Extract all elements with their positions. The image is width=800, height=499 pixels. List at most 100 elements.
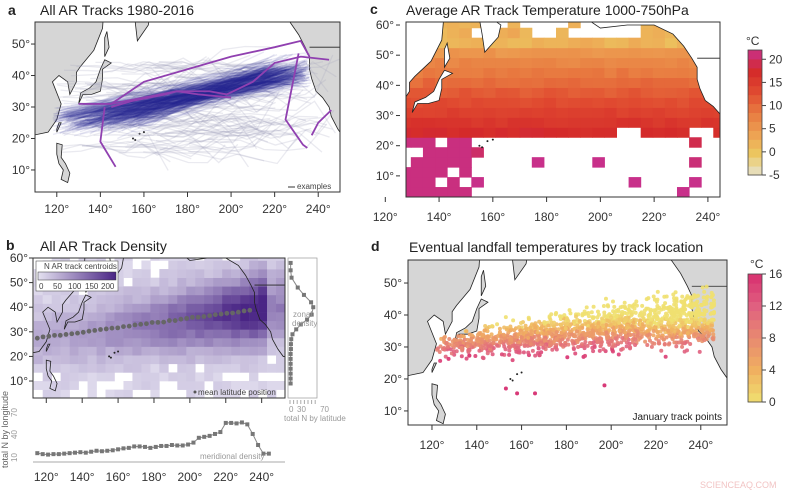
track-point	[533, 353, 538, 358]
faint-track	[164, 119, 278, 139]
track-point	[559, 330, 564, 335]
track-point	[587, 340, 592, 345]
temperature-cell	[592, 57, 605, 69]
density-cell	[87, 381, 97, 390]
faint-track	[95, 57, 206, 72]
faint-track	[225, 61, 337, 78]
track-point	[674, 344, 679, 349]
faint-track	[136, 84, 244, 104]
ar-track	[127, 82, 312, 130]
density-cell	[78, 258, 88, 261]
landmass-phil	[45, 359, 58, 392]
density-cell	[60, 312, 70, 322]
density-cell	[132, 303, 142, 313]
ar-track	[113, 72, 310, 117]
ar-track	[86, 64, 267, 118]
temperature-cell	[459, 117, 472, 128]
temperature-cell	[676, 87, 690, 98]
faint-track	[174, 68, 285, 90]
density-cell	[195, 320, 205, 330]
landmass-taiwan	[56, 122, 62, 133]
temperature-cell	[459, 57, 472, 69]
example-track	[284, 53, 308, 149]
ar-track	[79, 77, 309, 126]
ar-track	[89, 73, 268, 135]
faint-track	[84, 79, 195, 95]
ar-track	[117, 73, 269, 126]
temperature-cell	[640, 47, 654, 59]
density-cell	[231, 269, 241, 278]
ar-track	[79, 54, 293, 133]
track-point	[591, 349, 596, 354]
ar-track	[52, 73, 304, 120]
density-cell	[222, 346, 232, 356]
meridional-density-point	[137, 444, 142, 449]
ar-track	[129, 81, 299, 128]
density-cell	[141, 269, 151, 278]
track-point	[592, 325, 597, 330]
temperature-cell	[531, 57, 545, 69]
density-cell	[195, 337, 205, 347]
faint-track	[198, 64, 306, 79]
lat-tick-label: 10°	[376, 169, 394, 183]
track-point	[469, 336, 474, 341]
mean-latitude-point	[138, 321, 144, 327]
faint-track	[163, 78, 275, 96]
density-cell	[51, 258, 61, 261]
temperature-cell	[495, 77, 509, 88]
track-point	[681, 327, 686, 332]
density-cell	[150, 329, 160, 339]
density-cell	[213, 294, 223, 304]
track-point	[485, 335, 490, 340]
density-cell	[69, 372, 79, 382]
lon-tick-label: 120°	[420, 438, 445, 452]
track-point	[641, 316, 646, 321]
track-point	[597, 348, 602, 353]
mean-latitude-point	[34, 335, 40, 341]
track-point	[629, 312, 634, 317]
meridional-density-point	[164, 443, 169, 448]
track-point	[655, 289, 660, 294]
lat-tick-label: 10°	[10, 374, 28, 388]
ar-track	[133, 75, 271, 118]
density-cell	[213, 329, 223, 339]
temperature-cell	[701, 117, 714, 128]
ar-track	[54, 72, 303, 121]
temperature-cell	[531, 47, 545, 59]
landmass-kam	[479, 22, 502, 54]
track-point	[441, 336, 446, 341]
lat-tick-label: 20°	[384, 372, 402, 386]
density-cell	[204, 258, 214, 261]
density-cell	[249, 337, 259, 347]
track-point	[659, 335, 664, 340]
track-point	[465, 344, 470, 349]
density-cell	[159, 346, 169, 356]
faint-track	[228, 54, 334, 98]
colorbar-tick-label: 15	[769, 75, 783, 89]
density-cell	[177, 355, 187, 365]
faint-track	[128, 95, 238, 115]
density-cell	[240, 277, 250, 287]
density-cell	[267, 258, 277, 261]
lon-tick-label: 240°	[688, 438, 713, 452]
ar-track	[98, 66, 270, 120]
meridional-density-point	[191, 440, 196, 445]
temperature-cell	[483, 57, 497, 69]
faint-track	[126, 142, 235, 151]
meridional-density-point	[148, 445, 153, 450]
density-cell	[204, 372, 214, 382]
meridional-density-point	[116, 447, 121, 452]
temperature-cell	[568, 37, 581, 49]
temperature-cell	[568, 22, 581, 29]
lat-tick-label: 40°	[376, 78, 394, 92]
density-cell	[267, 286, 277, 296]
track-point	[648, 321, 653, 326]
meridional-density-point	[99, 449, 104, 454]
faint-track	[58, 88, 168, 108]
temperature-cell	[483, 47, 497, 59]
track-point	[642, 308, 647, 313]
meridional-density-point	[266, 451, 271, 456]
meridional-density-point	[62, 451, 67, 456]
track-point	[440, 346, 445, 351]
ar-track	[94, 82, 288, 126]
